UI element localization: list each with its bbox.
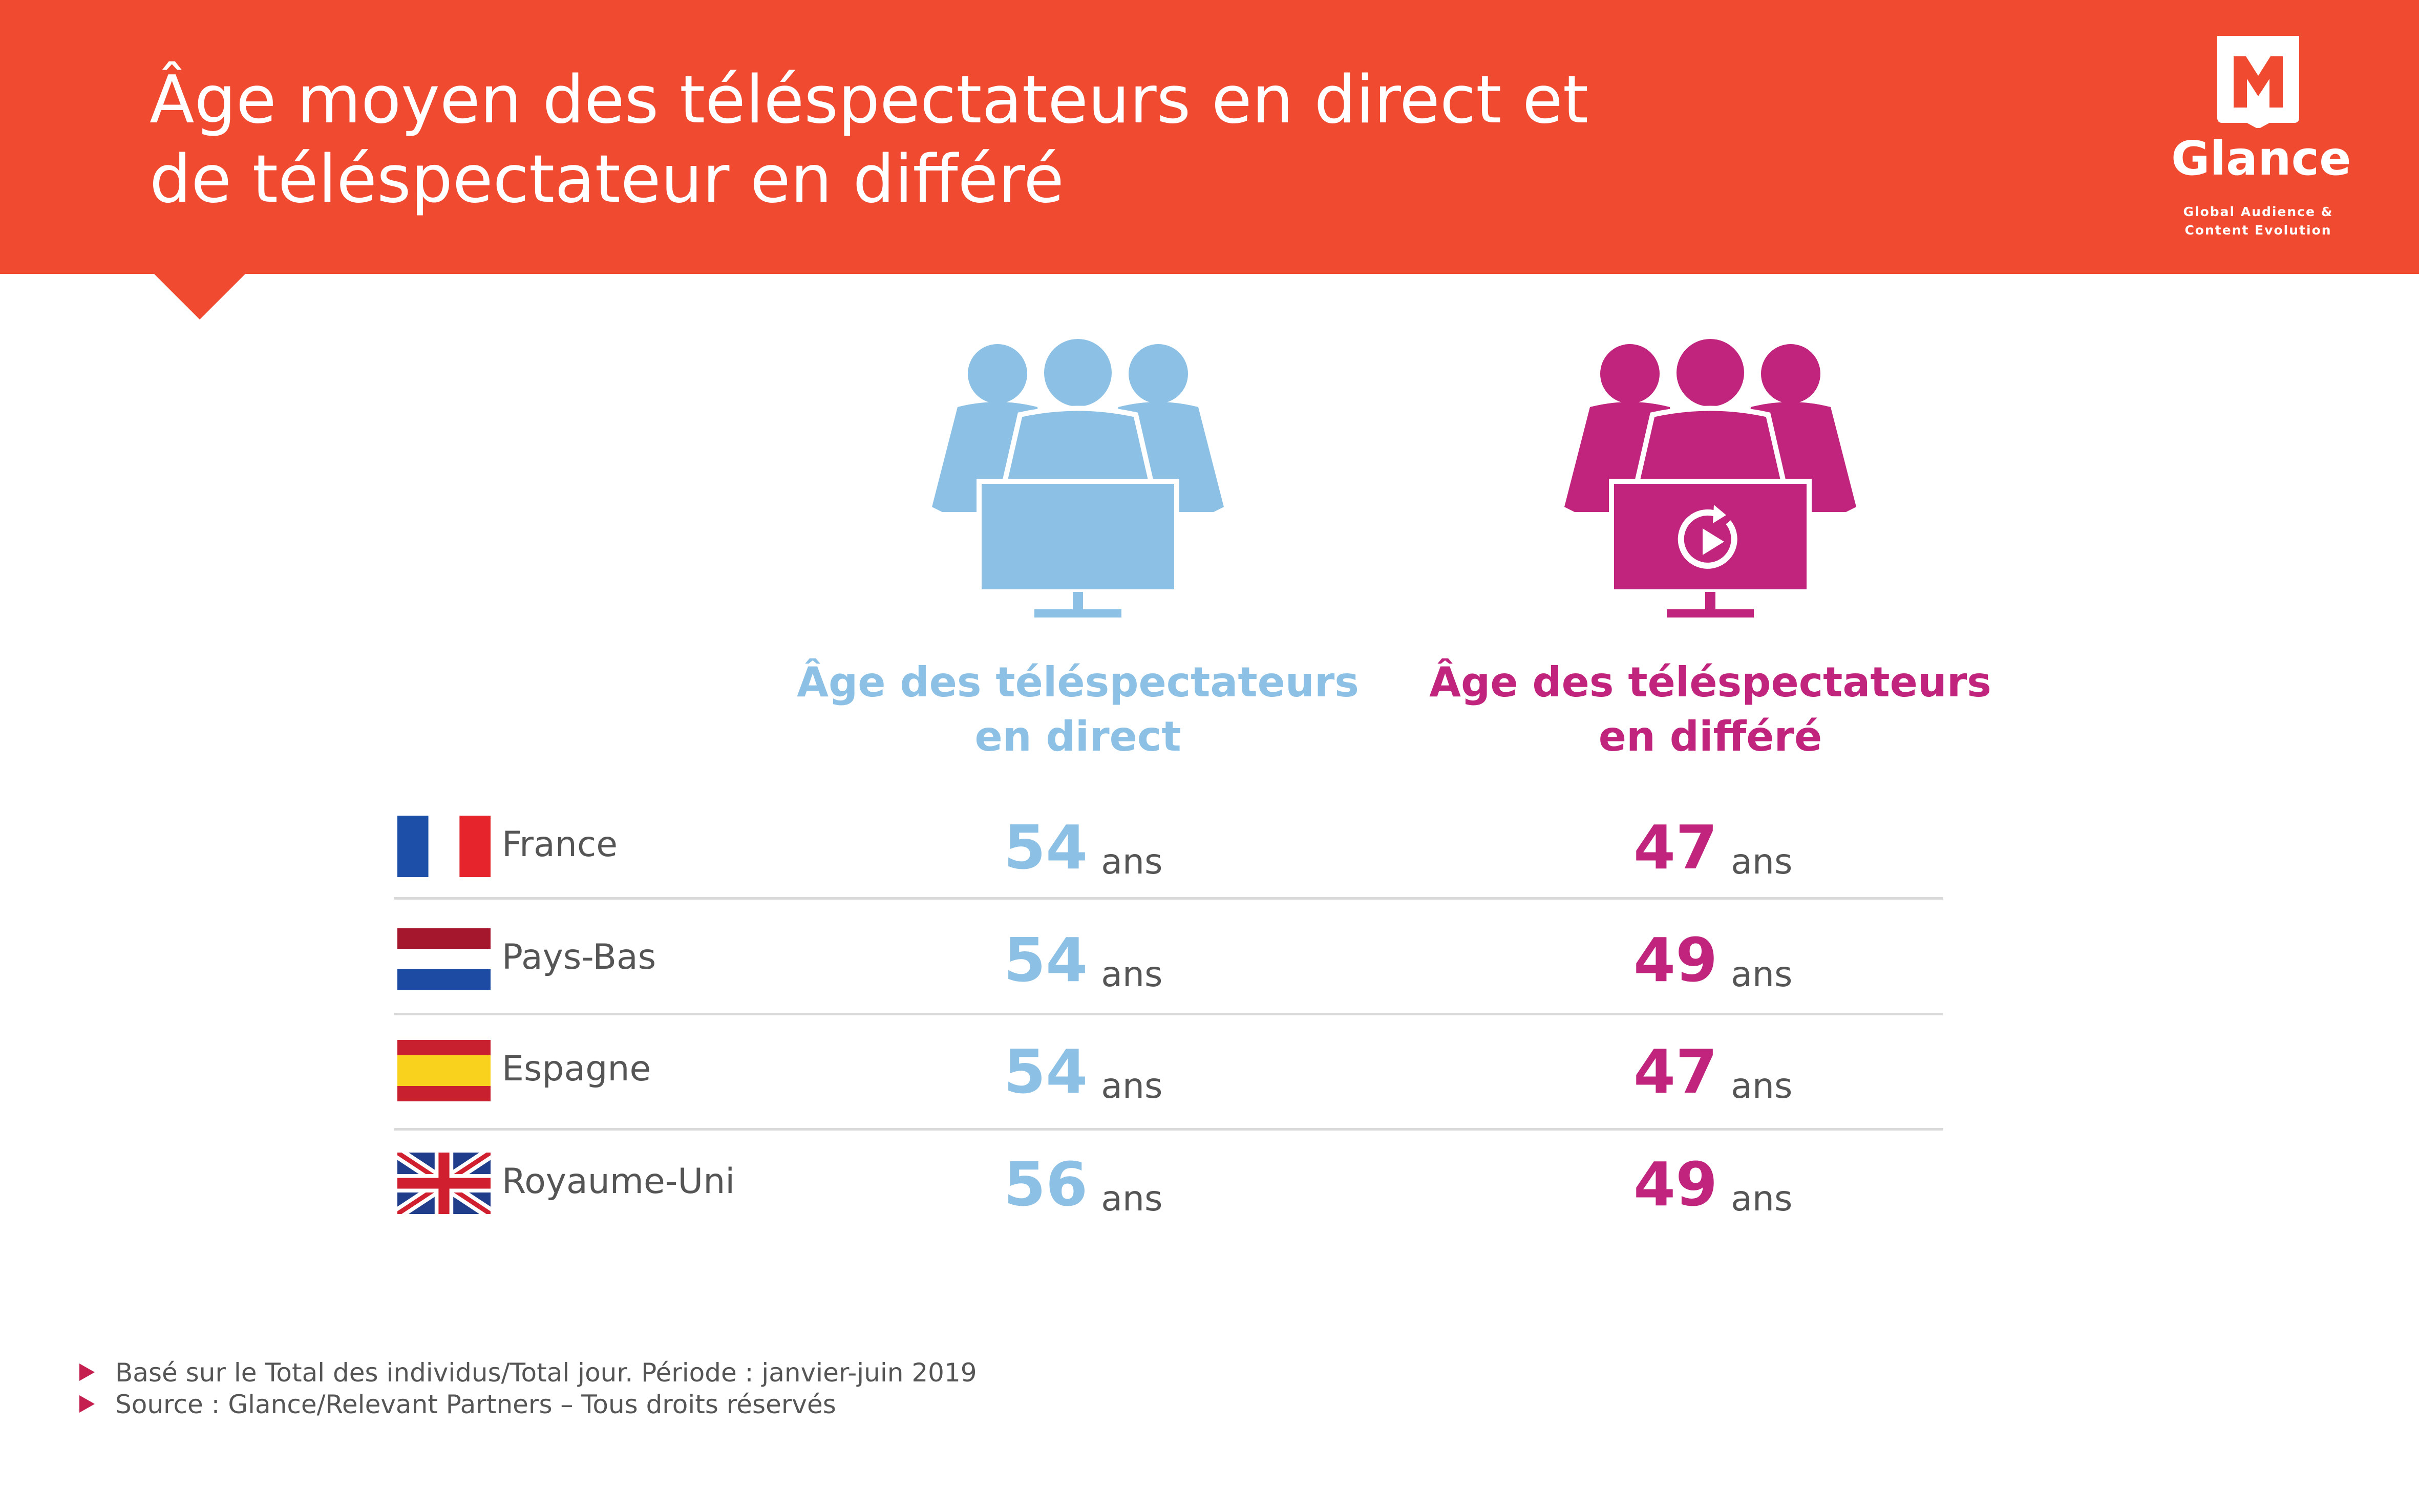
spain-flag-icon xyxy=(397,1040,491,1101)
deferred-age-value: 49 xyxy=(1633,925,1718,995)
logo-tagline: Global Audience & Content Evolution xyxy=(2171,203,2345,240)
uk-flag-icon xyxy=(397,1153,491,1214)
table-row: France 54 ans 47 ans xyxy=(394,796,1946,899)
country-name: France xyxy=(502,824,618,865)
table-row: Pays-Bas 54 ans 49 ans xyxy=(394,909,1946,1011)
france-flag-icon xyxy=(397,816,491,877)
audience-replay-tv-icon xyxy=(1564,339,1856,617)
glance-logo: Glance Global Audience & Content Evoluti… xyxy=(2171,36,2351,241)
footnotes: Basé sur le Total des individus/Total jo… xyxy=(79,1357,977,1420)
netherlands-flag-icon xyxy=(397,928,491,990)
deferred-age: 47 ans xyxy=(1633,812,1792,883)
age-unit: ans xyxy=(1101,1066,1163,1106)
header-notch xyxy=(154,273,246,320)
deferred-age: 47 ans xyxy=(1633,1036,1792,1108)
footnote-text: Basé sur le Total des individus/Total jo… xyxy=(115,1358,977,1388)
row-divider xyxy=(394,1128,1943,1131)
live-age-value: 54 xyxy=(1004,812,1088,883)
deferred-age-value: 47 xyxy=(1633,812,1718,883)
row-divider xyxy=(394,1013,1943,1015)
live-column-header-line-1: Âge des téléspectateurs xyxy=(797,658,1359,706)
table-row: Espagne 54 ans 47 ans xyxy=(394,1020,1946,1123)
country-name: Pays-Bas xyxy=(502,937,656,977)
deferred-age: 49 ans xyxy=(1633,1148,1792,1220)
country-name: Royaume-Uni xyxy=(502,1161,735,1202)
age-unit: ans xyxy=(1101,842,1163,882)
footnote-text: Source : Glance/Relevant Partners – Tous… xyxy=(115,1390,836,1419)
deferred-age: 49 ans xyxy=(1633,924,1792,996)
age-unit: ans xyxy=(1731,1066,1793,1106)
live-age: 54 ans xyxy=(1004,812,1162,883)
age-unit: ans xyxy=(1101,1179,1163,1219)
glance-m-icon xyxy=(2217,36,2299,128)
age-unit: ans xyxy=(1101,954,1163,995)
row-divider xyxy=(394,897,1943,900)
age-unit: ans xyxy=(1731,954,1793,995)
logo-name: Glance xyxy=(2171,131,2351,186)
bullet-arrow-icon xyxy=(79,1395,95,1413)
page-title-line-1: Âge moyen des téléspectateurs en direct … xyxy=(150,62,1589,138)
live-age-value: 54 xyxy=(1004,1036,1088,1107)
table-row: Royaume-Uni 56 ans 49 ans xyxy=(394,1133,1946,1236)
logo-tagline-line-1: Global Audience & xyxy=(2183,204,2333,219)
live-age-value: 56 xyxy=(1004,1149,1088,1220)
page-title: Âge moyen des téléspectateurs en direct … xyxy=(150,60,1788,219)
footnote: Basé sur le Total des individus/Total jo… xyxy=(79,1357,977,1389)
header-banner: Âge moyen des téléspectateurs en direct … xyxy=(0,0,2419,274)
deferred-column-header-line-1: Âge des téléspectateurs xyxy=(1429,658,1991,706)
bullet-arrow-icon xyxy=(79,1364,95,1381)
logo-tagline-line-2: Content Evolution xyxy=(2184,223,2332,238)
replay-icon xyxy=(1678,505,1737,569)
age-unit: ans xyxy=(1731,842,1793,882)
live-age: 54 ans xyxy=(1004,924,1162,996)
deferred-column-header-line-2: en différé xyxy=(1598,713,1822,760)
live-age: 54 ans xyxy=(1004,1036,1162,1108)
deferred-age-value: 49 xyxy=(1633,1149,1718,1220)
audience-tv-icon xyxy=(932,339,1224,617)
deferred-column-header: Âge des téléspectateurs en différé xyxy=(1418,655,2002,764)
live-age: 56 ans xyxy=(1004,1148,1162,1220)
deferred-age-value: 47 xyxy=(1633,1036,1718,1107)
page-title-line-2: de téléspectateur en différé xyxy=(150,141,1064,218)
age-unit: ans xyxy=(1731,1179,1793,1219)
country-name: Espagne xyxy=(502,1049,651,1089)
live-age-value: 54 xyxy=(1004,925,1088,995)
live-column-header: Âge des téléspectateurs en direct xyxy=(786,655,1370,764)
live-column-header-line-2: en direct xyxy=(974,713,1181,760)
footnote: Source : Glance/Relevant Partners – Tous… xyxy=(79,1389,977,1420)
